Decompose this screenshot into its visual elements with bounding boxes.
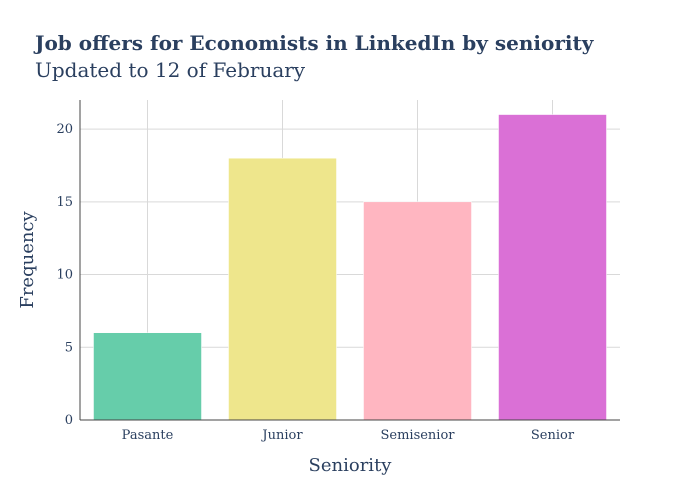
y-tick-label: 0 — [65, 413, 73, 428]
bar-senior[interactable] — [498, 114, 607, 421]
y-axis-title: Frequency — [17, 210, 38, 308]
y-tick-label: 15 — [56, 195, 73, 210]
y-tick-label: 5 — [65, 340, 73, 355]
bars — [93, 114, 607, 421]
bar-pasante[interactable] — [93, 332, 202, 421]
x-tick-label: Junior — [260, 428, 303, 443]
axes: 0 5 10 15 20 Pasante Junior Semisenior Senior — [56, 100, 620, 443]
chart-subtitle: Updated to 12 of February — [35, 58, 306, 82]
x-tick-label: Semisenior — [380, 428, 455, 443]
bar-junior[interactable] — [228, 157, 337, 421]
bar-semisenior[interactable] — [363, 201, 472, 421]
x-tick-label: Pasante — [122, 428, 174, 443]
y-tick-label: 10 — [56, 268, 73, 283]
chart-title: Job offers for Economists in LinkedIn by… — [35, 31, 594, 55]
x-axis-title: Seniority — [309, 455, 393, 476]
y-tick-label: 20 — [56, 122, 73, 137]
x-tick-label: Senior — [531, 428, 575, 443]
